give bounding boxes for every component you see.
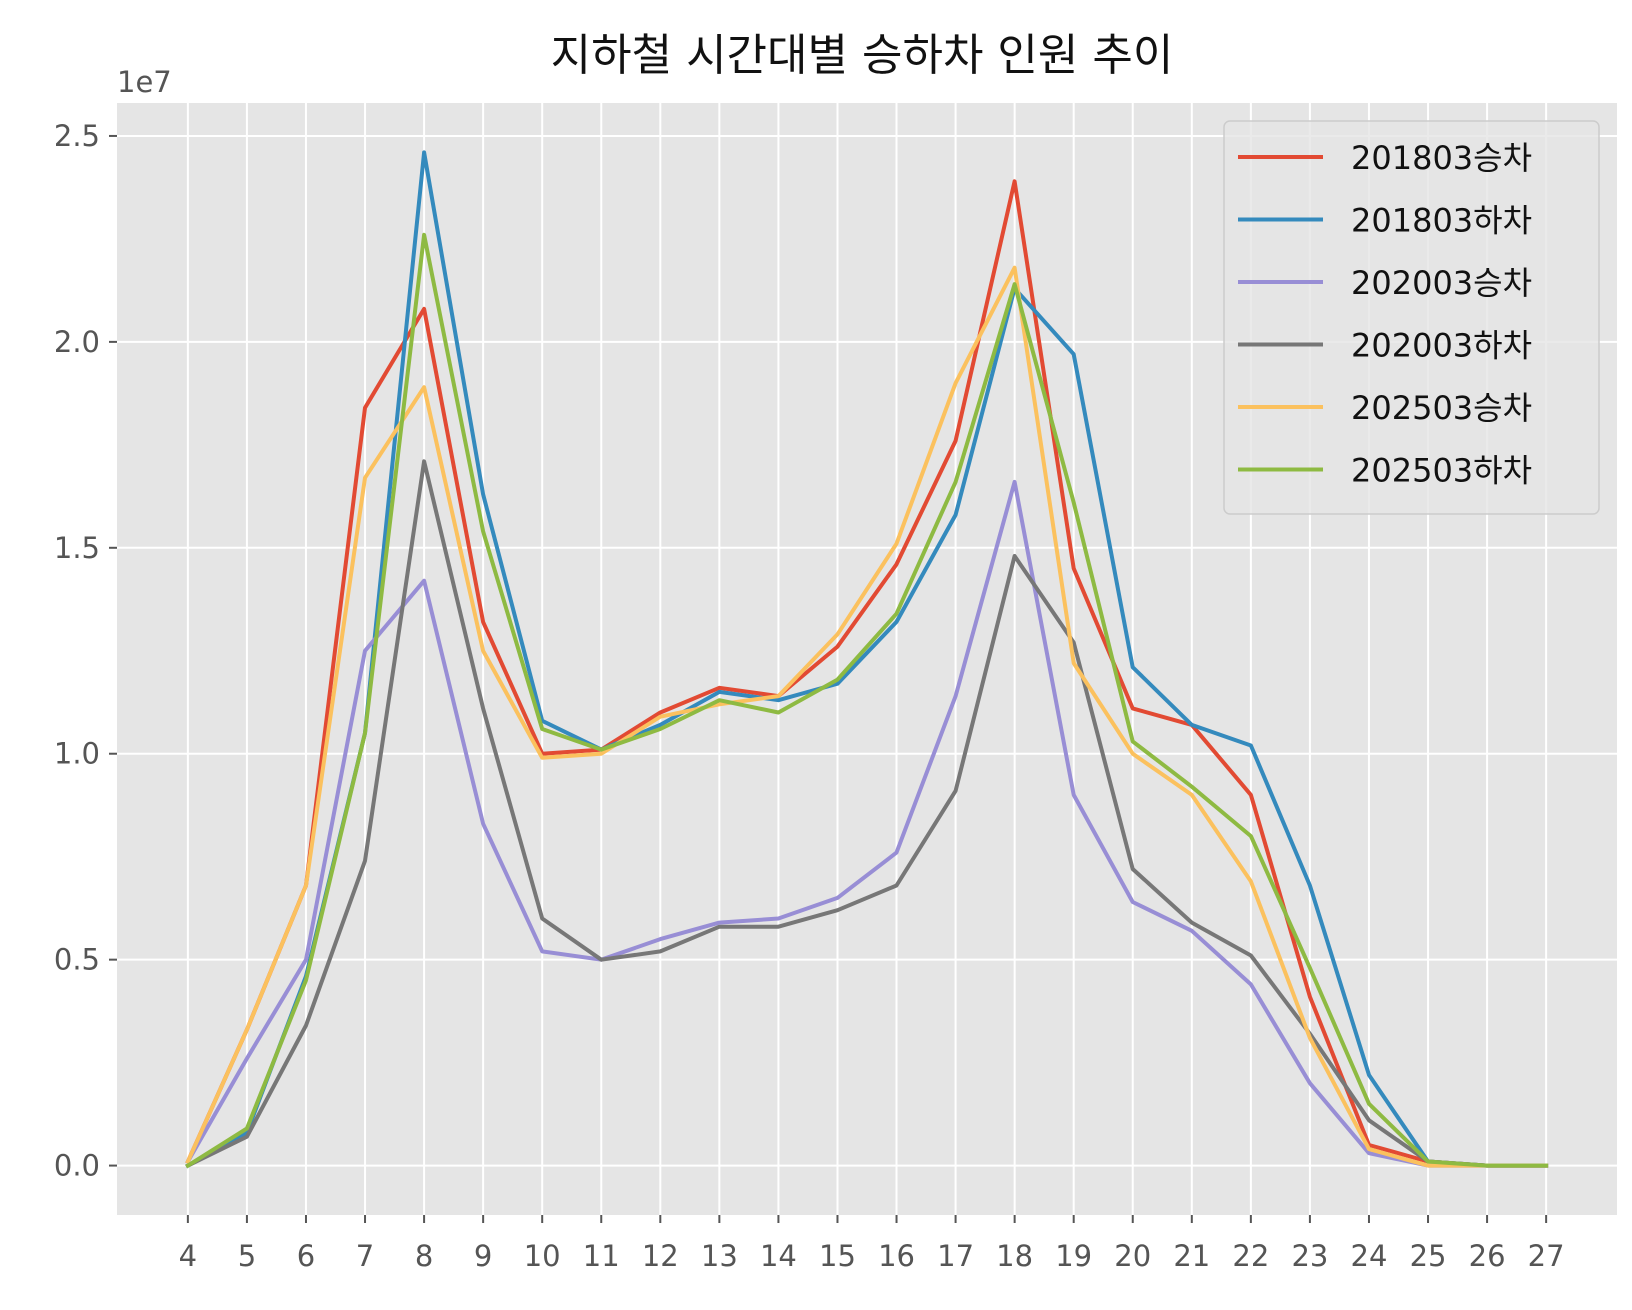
x-tick-label: 13 xyxy=(701,1239,738,1273)
x-axis: 4 5 6 7 8 9 10 11 12 13 14 15 16 17 18 19 20 21 22 23 24 25 26… xyxy=(179,1215,1565,1273)
x-tick-label: 15 xyxy=(819,1239,856,1273)
series-line xyxy=(185,265,1549,1168)
y-axis-offset-label: 1e7 xyxy=(117,65,172,99)
y-tick-label: 1.0 xyxy=(54,737,100,771)
legend-label: 202503하차 xyxy=(1351,452,1532,490)
x-tick-label: 6 xyxy=(297,1239,315,1273)
y-tick-label: 2.0 xyxy=(54,325,100,359)
y-axis: 0.0 0.5 1.0 1.5 2.0 2.5 xyxy=(54,119,117,1183)
x-tick-label: 17 xyxy=(937,1239,974,1273)
x-tick-label: 19 xyxy=(1055,1239,1092,1273)
grid-lines xyxy=(117,103,1617,1215)
x-tick-label: 10 xyxy=(524,1239,561,1273)
series-line xyxy=(185,232,1549,1169)
x-tick-label: 27 xyxy=(1528,1239,1565,1273)
x-tick-label: 9 xyxy=(474,1239,492,1273)
x-tick-label: 18 xyxy=(996,1239,1033,1273)
x-tick-label: 21 xyxy=(1173,1239,1210,1273)
chart-title: 지하철 시간대별 승하차 인원 추이 xyxy=(551,30,1174,81)
series-line xyxy=(185,459,1549,1169)
x-tick-label: 5 xyxy=(238,1239,256,1273)
legend-label: 202003승차 xyxy=(1351,264,1532,302)
y-tick-label: 2.5 xyxy=(54,119,100,153)
y-tick-label: 0.0 xyxy=(54,1149,100,1183)
legend-label: 201803승차 xyxy=(1351,139,1532,177)
series-lines xyxy=(185,150,1549,1169)
x-tick-label: 8 xyxy=(415,1239,433,1273)
y-tick-label: 1.5 xyxy=(54,531,100,565)
x-tick-label: 20 xyxy=(1114,1239,1151,1273)
x-tick-label: 16 xyxy=(878,1239,915,1273)
x-tick-label: 14 xyxy=(760,1239,797,1273)
x-tick-label: 24 xyxy=(1351,1239,1388,1273)
legend-label: 201803하차 xyxy=(1351,202,1532,240)
series-line xyxy=(185,150,1549,1169)
x-tick-label: 12 xyxy=(642,1239,679,1273)
series-line xyxy=(185,479,1549,1168)
legend-label: 202003하차 xyxy=(1351,327,1532,365)
legend: 201803승차 201803하차 202003승차 202003하차 202503승차… xyxy=(1223,120,1600,515)
x-tick-label: 7 xyxy=(356,1239,374,1273)
legend-label: 202503승차 xyxy=(1351,389,1532,427)
x-tick-label: 25 xyxy=(1410,1239,1447,1273)
y-tick-label: 0.5 xyxy=(54,943,100,977)
x-tick-label: 22 xyxy=(1232,1239,1269,1273)
x-tick-label: 4 xyxy=(179,1239,197,1273)
x-tick-label: 26 xyxy=(1469,1239,1506,1273)
x-tick-label: 11 xyxy=(583,1239,620,1273)
x-tick-label: 23 xyxy=(1291,1239,1328,1273)
